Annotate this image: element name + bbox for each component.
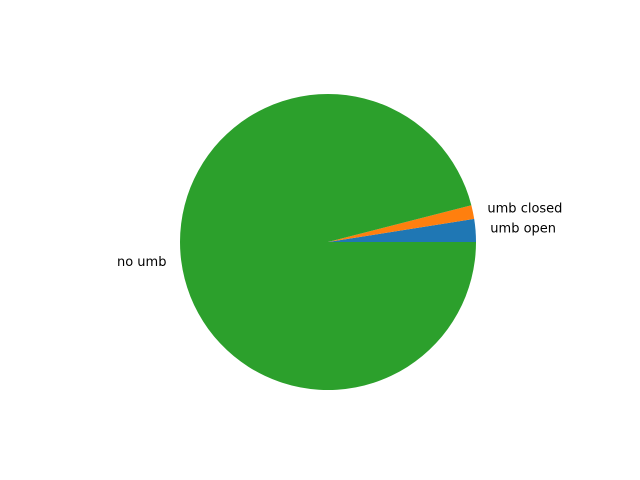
- pie-label-umb-open: umb open: [490, 222, 556, 237]
- pie-labels: umb open umb closed no umb: [117, 201, 562, 269]
- pie-slice-umb-open: [328, 218, 476, 242]
- pie-slices: [180, 93, 476, 390]
- pie-label-no-umb: no umb: [117, 255, 166, 270]
- pie-slice-umb-closed: [328, 205, 475, 242]
- pie-slice-no-umb: [180, 93, 476, 390]
- pie-label-umb-closed: umb closed: [487, 201, 562, 216]
